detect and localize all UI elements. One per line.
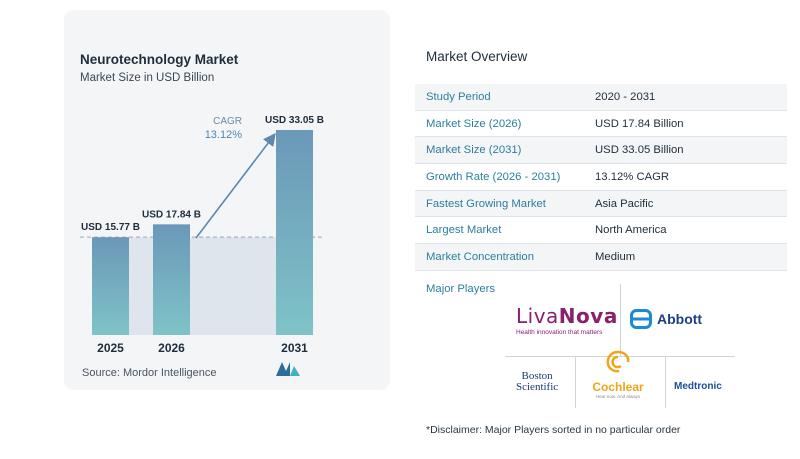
data-label-2025: USD 15.77 B — [81, 222, 140, 233]
overview-title: Market Overview — [426, 49, 528, 64]
tick-label-2025: 2025 — [97, 341, 124, 355]
overview-value: Asia Pacific — [595, 197, 654, 210]
major-players-title: Major Players — [426, 283, 496, 295]
data-label-2031: USD 33.05 B — [265, 115, 324, 126]
cagr-value: 13.12% — [205, 129, 243, 141]
overview-row: Market Size (2026) USD 17.84 Billion — [415, 111, 787, 138]
divider — [505, 356, 735, 357]
bar-2031 — [276, 130, 313, 335]
data-label-2026: USD 17.84 B — [142, 209, 201, 220]
overview-label: Largest Market — [426, 224, 502, 237]
livanova-logo: LivaNova Health innovation that matters — [516, 304, 618, 336]
abbott-logo: Abbott — [630, 309, 702, 329]
overview-table: Study Period 2020 - 2031 Market Size (20… — [415, 84, 787, 271]
overview-row: Largest Market North America — [415, 217, 787, 245]
players-grid — [505, 284, 735, 408]
livanova-part2: Nova — [558, 304, 618, 328]
cagr-arrow — [195, 132, 276, 239]
overview-value: Medium — [595, 251, 636, 264]
overview-label: Study Period — [426, 91, 491, 103]
divider — [575, 356, 576, 408]
overview-value: USD 17.84 Billion — [595, 117, 684, 130]
overview-label: Growth Rate (2026 - 2031) — [426, 171, 561, 184]
medtronic-name: Medtronic — [674, 381, 722, 392]
livanova-part1: Liva — [516, 304, 559, 328]
overview-label: Market Size (2026) — [426, 117, 522, 130]
cagr-label: CAGR — [213, 116, 242, 127]
tick-label-2026: 2026 — [158, 341, 185, 355]
boston-line2: Scientific — [516, 381, 559, 393]
divider — [620, 284, 621, 356]
overview-row: Market Concentration Medium — [415, 244, 787, 271]
overview-row: Study Period 2020 - 2031 — [415, 84, 787, 111]
medtronic-logo: Medtronic — [674, 376, 722, 394]
overview-value: North America — [595, 224, 667, 237]
abbott-icon — [630, 309, 652, 329]
abbott-name: Abbott — [657, 311, 703, 327]
overview-value: 13.12% CAGR — [595, 171, 670, 184]
source-text: Source: Mordor Intelligence — [82, 367, 217, 379]
bar-chart: USD 15.77 B 2025 USD 17.84 B 2026 USD 33.05 … — [80, 115, 325, 355]
overview-label: Market Concentration — [426, 251, 534, 264]
overview-row: Growth Rate (2026 - 2031) 13.12% CAGR — [415, 164, 787, 191]
cochlear-logo: Cochlear Hear now. And always — [586, 349, 650, 399]
tick-label-2031: 2031 — [281, 341, 308, 355]
chart-subtitle: Market Size in USD Billion — [80, 72, 215, 84]
overview-value: 2020 - 2031 — [595, 91, 656, 103]
overview-row: Market Size (2031) USD 33.05 Billion — [415, 137, 787, 165]
bar-2025 — [92, 237, 129, 335]
reference-band — [129, 237, 276, 335]
overview-row: Fastest Growing Market Asia Pacific — [415, 190, 787, 218]
overview-label: Market Size (2031) — [426, 144, 522, 157]
mordor-logo — [276, 362, 300, 381]
bar-2026 — [153, 224, 190, 335]
overview-value: USD 33.05 Billion — [595, 144, 684, 157]
divider — [665, 356, 666, 408]
livanova-tagline: Health innovation that matters — [516, 329, 603, 336]
cochlear-icon — [606, 350, 630, 373]
boston-scientific-logo: Boston Scientific — [516, 371, 558, 393]
chart-title: Neurotechnology Market — [80, 52, 239, 67]
boston-line1: Boston — [521, 370, 553, 382]
cochlear-name: Cochlear — [592, 380, 644, 394]
disclaimer: *Disclaimer: Major Players sorted in no … — [426, 424, 681, 436]
overview-label: Fastest Growing Market — [426, 197, 546, 210]
cochlear-tagline: Hear now. And always — [595, 394, 641, 399]
